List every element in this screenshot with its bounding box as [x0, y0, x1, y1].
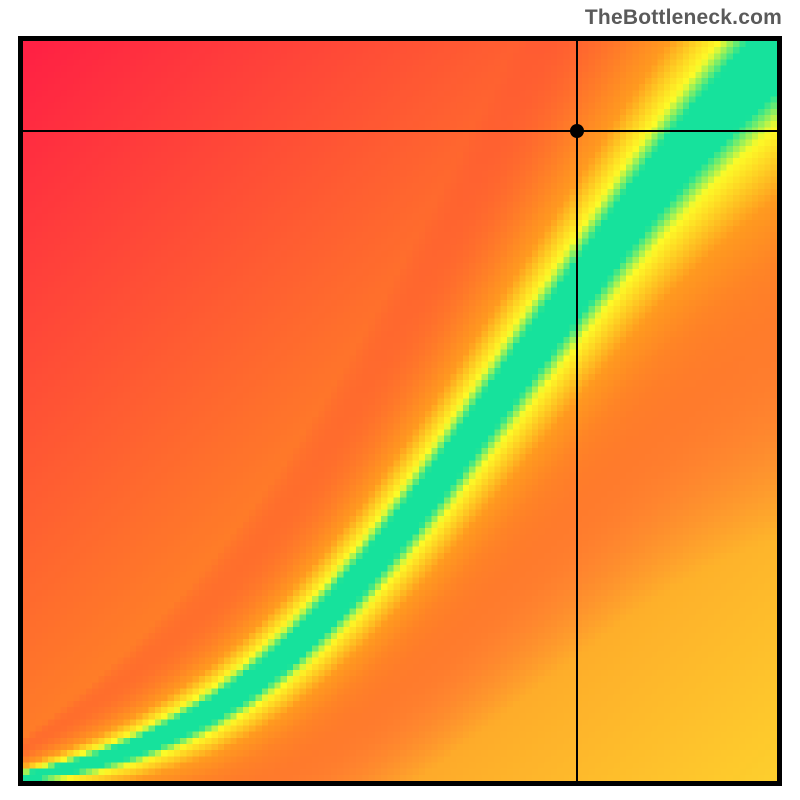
attribution-text: TheBottleneck.com — [585, 6, 782, 30]
bottleneck-heatmap-frame — [18, 36, 782, 786]
crosshair-horizontal — [23, 130, 777, 132]
crosshair-vertical — [576, 41, 578, 781]
bottleneck-heatmap — [23, 41, 777, 781]
crosshair-marker — [570, 124, 584, 138]
